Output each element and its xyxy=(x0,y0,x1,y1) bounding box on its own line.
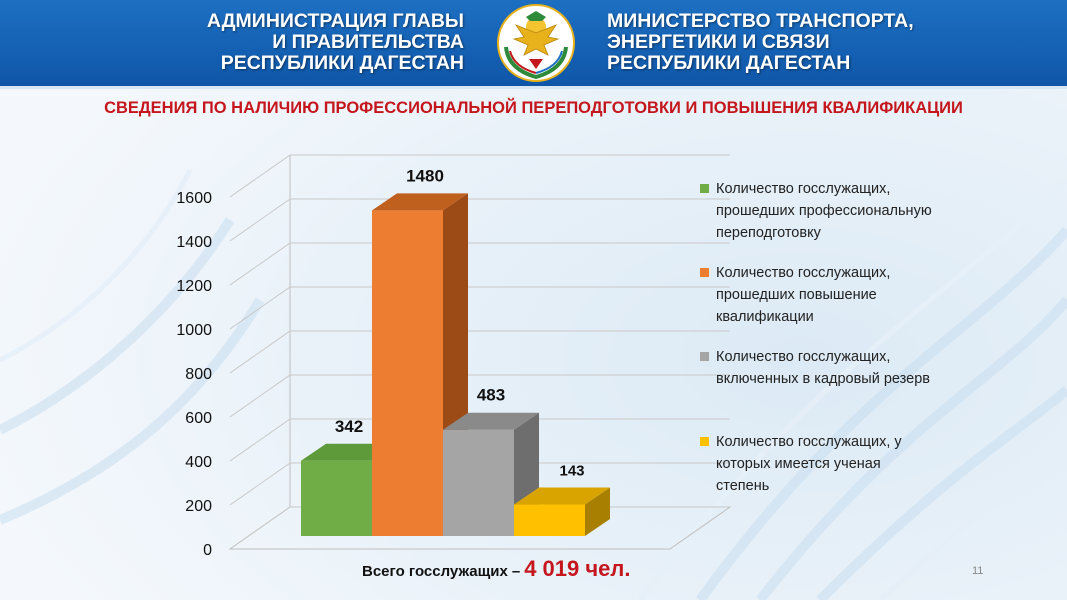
header-left-line: АДМИНИСТРАЦИЯ ГЛАВЫ xyxy=(206,10,464,32)
bar-front xyxy=(443,429,514,536)
legend-line: Количество госслужащих, xyxy=(716,181,891,197)
legend-line: включенных в кадровый резерв xyxy=(716,371,930,387)
y-tick-label: 1200 xyxy=(176,278,212,295)
legend-text: Количество госслужащих, включенных в кадр… xyxy=(716,346,996,390)
gridline-side xyxy=(229,154,291,198)
y-tick-label: 1600 xyxy=(176,190,212,207)
data-labels: 342 1480 483 143 xyxy=(335,166,585,479)
bar-front xyxy=(301,460,372,536)
gridline-side xyxy=(229,462,291,506)
header-left-line: РЕСПУБЛИКИ ДАГЕСТАН xyxy=(220,52,464,74)
dagestan-coat-of-arms-icon xyxy=(497,4,575,82)
header-banner: АДМИНИСТРАЦИЯ ГЛАВЫ И ПРАВИТЕЛЬСТВА РЕСП… xyxy=(0,0,1067,89)
bar xyxy=(443,412,539,536)
y-axis-ticks: 0 200 400 600 800 1000 1200 1400 1600 xyxy=(176,190,212,559)
bar-top xyxy=(514,487,610,505)
legend-text: Количество госслужащих, прошедших повышен… xyxy=(716,262,996,328)
header-right-title: МИНИСТЕРСТВО ТРАНСПОРТА, ЭНЕРГЕТИКИ И СВ… xyxy=(607,11,914,74)
chart-bars xyxy=(301,193,610,536)
legend-swatch xyxy=(700,352,709,361)
legend-line: которых имеется ученая xyxy=(716,456,881,472)
bar-front xyxy=(514,504,585,536)
gridline-side xyxy=(229,242,291,286)
bar-top xyxy=(443,412,539,430)
legend-line: Количество госслужащих, xyxy=(716,265,891,281)
y-tick-label: 800 xyxy=(185,366,212,383)
legend-line: прошедших повышение xyxy=(716,287,877,303)
page-number: 11 xyxy=(972,565,984,577)
data-label: 143 xyxy=(559,463,584,480)
slide-subtitle: СВЕДЕНИЯ ПО НАЛИЧИЮ ПРОФЕССИОНАЛЬНОЙ ПЕР… xyxy=(104,99,963,117)
y-tick-label: 1000 xyxy=(176,322,212,339)
data-label: 483 xyxy=(477,386,505,405)
total-dash: – xyxy=(511,563,521,580)
y-tick-label: 600 xyxy=(185,410,212,427)
bar xyxy=(514,487,610,536)
gridline-side xyxy=(229,418,291,462)
legend-swatch xyxy=(700,437,709,446)
data-label: 1480 xyxy=(406,166,444,185)
bar-side xyxy=(585,487,610,536)
legend-text: Количество госслужащих, прошедших професс… xyxy=(716,178,996,244)
y-tick-label: 200 xyxy=(185,498,212,515)
header-right-line: МИНИСТЕРСТВО ТРАНСПОРТА, xyxy=(607,10,914,32)
y-tick-label: 0 xyxy=(203,542,212,559)
legend-text: Количество госслужащих, у которых имеется… xyxy=(716,431,996,497)
legend-line: прошедших профессиональную xyxy=(716,203,932,219)
legend-line: степень xyxy=(716,478,770,494)
gridline-side xyxy=(229,198,291,242)
legend-line: Количество госслужащих, xyxy=(716,349,891,365)
data-label: 342 xyxy=(335,417,363,436)
bar-top xyxy=(372,193,468,211)
total-label: Всего госслужащих xyxy=(362,563,508,580)
y-tick-label: 1400 xyxy=(176,234,212,251)
header-left-title: АДМИНИСТРАЦИЯ ГЛАВЫ И ПРАВИТЕЛЬСТВА РЕСП… xyxy=(207,11,464,74)
gridline-side xyxy=(229,506,291,550)
legend-line: квалификации xyxy=(716,309,814,325)
legend-swatch xyxy=(700,268,709,277)
header-left-line: И ПРАВИТЕЛЬСТВА xyxy=(272,31,464,53)
gridline-side xyxy=(229,286,291,330)
total-employees: Всего госслужащих –4 019 чел. xyxy=(362,556,630,582)
legend-swatch xyxy=(700,184,709,193)
y-tick-label: 400 xyxy=(185,454,212,471)
total-value: 4 019 чел. xyxy=(524,556,631,581)
legend-line: Количество госслужащих, у xyxy=(716,434,902,450)
legend-line: переподготовку xyxy=(716,225,821,241)
gridline-side xyxy=(229,330,291,374)
gridline-side xyxy=(229,374,291,418)
header-right-line: РЕСПУБЛИКИ ДАГЕСТАН xyxy=(607,52,851,74)
header-right-line: ЭНЕРГЕТИКИ И СВЯЗИ xyxy=(607,31,830,53)
bar-front xyxy=(372,210,443,536)
